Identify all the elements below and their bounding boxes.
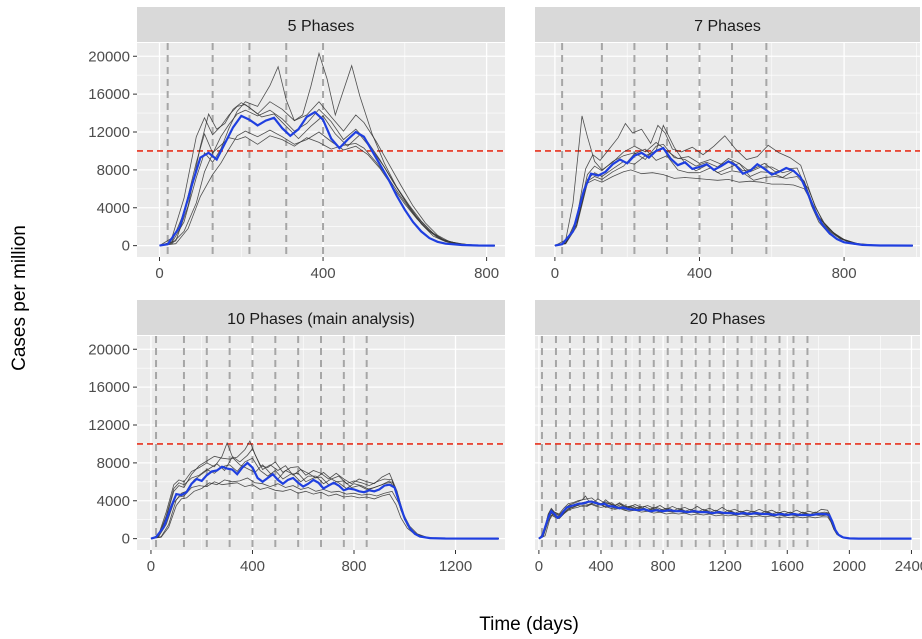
simulation-line	[554, 148, 913, 246]
y-tick-label: 8000	[97, 162, 130, 179]
x-tick-label: 0	[551, 265, 559, 282]
mean-line	[554, 146, 913, 247]
x-tick-label: 400	[240, 558, 265, 575]
x-tick-label: 0	[535, 558, 543, 575]
x-tick-label: 800	[474, 265, 499, 282]
panel-4: 20 Phases 0 400 800 1200 1600 2000 2400	[535, 300, 922, 575]
simulation-line	[159, 101, 495, 246]
panel-title: 7 Phases	[694, 18, 761, 35]
panel-strip	[535, 7, 920, 42]
mean-line	[150, 461, 499, 540]
panel-background	[535, 43, 920, 257]
y-tick-label: 4000	[97, 493, 130, 510]
y-tick-label: 0	[122, 238, 130, 255]
panel-plot-area	[535, 43, 920, 257]
panel-title: 5 Phases	[288, 18, 355, 35]
x-tick-label: 800	[651, 558, 676, 575]
y-tick-label: 0	[122, 531, 130, 548]
x-tick-label: 400	[311, 265, 336, 282]
x-tick-label: 1200	[439, 558, 472, 575]
panel-plot-area	[137, 336, 505, 550]
simulation-line	[538, 504, 912, 539]
y-tick-label: 4000	[97, 200, 130, 217]
simulation-line	[150, 477, 499, 539]
y-tick-label: 16000	[88, 86, 130, 103]
simulation-line	[159, 102, 495, 246]
y-axis-title: Cases per million	[9, 225, 30, 371]
panel-title: 10 Phases (main analysis)	[227, 311, 415, 328]
x-axis-title: Time (days)	[479, 614, 579, 635]
x-tick-label: 1600	[771, 558, 804, 575]
y-tick-label: 8000	[97, 455, 130, 472]
x-tick-label: 0	[155, 265, 163, 282]
y-tick-label: 12000	[88, 417, 130, 434]
x-tick-label: 2400	[895, 558, 922, 575]
panel-plot-area	[137, 43, 505, 257]
x-tick-label: 2000	[833, 558, 866, 575]
y-tick-label: 20000	[88, 341, 130, 358]
mean-line	[538, 500, 912, 540]
x-tick-label: 1200	[708, 558, 741, 575]
y-tick-label: 12000	[88, 124, 130, 141]
panel-strip	[137, 300, 505, 335]
panel-strip	[137, 7, 505, 42]
x-tick-label: 800	[832, 265, 857, 282]
panel-1: 5 Phases 0 4000 8000 12000 16000 20000 0 400 800	[88, 7, 505, 282]
panel-background	[137, 43, 505, 257]
simulation-line	[554, 115, 913, 246]
x-tick-label: 800	[341, 558, 366, 575]
panel-strip	[535, 300, 920, 335]
panel-plot-area	[535, 336, 920, 550]
simulation-line	[159, 108, 495, 246]
mean-line	[159, 110, 495, 247]
x-tick-label: 0	[147, 558, 155, 575]
simulation-line	[150, 481, 499, 539]
y-tick-label: 16000	[88, 379, 130, 396]
simulation-line	[159, 129, 495, 246]
panel-3: 10 Phases (main analysis)040008000120001…	[88, 300, 505, 575]
panel-background	[137, 336, 505, 550]
panel-background	[535, 336, 920, 550]
y-tick-label: 20000	[88, 48, 130, 65]
x-tick-label: 400	[588, 558, 613, 575]
panel-title: 20 Phases	[690, 311, 766, 328]
x-tick-label: 400	[687, 265, 712, 282]
panel-2: 7 Phases 0 400 800	[535, 7, 920, 282]
